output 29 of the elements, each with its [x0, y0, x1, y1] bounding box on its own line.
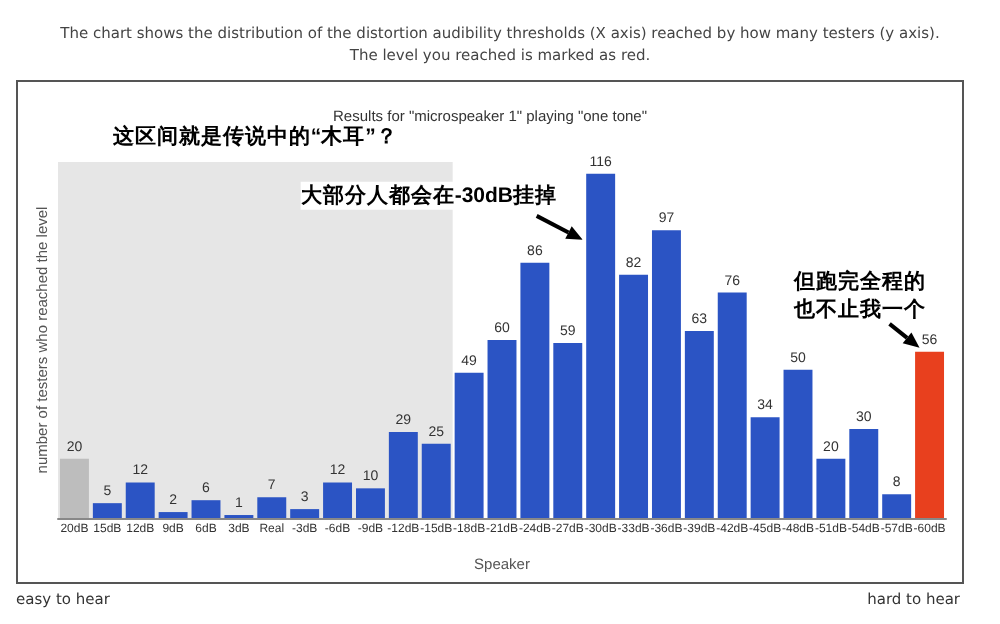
- bar: [257, 497, 287, 518]
- bar: [882, 494, 912, 518]
- bar: [750, 417, 780, 518]
- bar: [816, 458, 846, 518]
- bar: [915, 351, 945, 518]
- bar: [849, 429, 879, 518]
- bar: [125, 482, 155, 518]
- bar: [651, 230, 681, 518]
- bar: [586, 173, 616, 518]
- bar: [421, 443, 451, 518]
- bar: [388, 431, 418, 518]
- bar: [191, 500, 221, 518]
- bar: [59, 458, 89, 518]
- bar: [323, 482, 353, 518]
- bar: [553, 342, 583, 518]
- bar: [158, 512, 188, 518]
- band-label: 这区间就是传说中的“木耳”？: [110, 123, 398, 149]
- bar: [355, 488, 385, 518]
- bar: [619, 274, 649, 518]
- bar: [487, 340, 517, 518]
- bar: [454, 372, 484, 518]
- bar: [92, 503, 122, 518]
- annotation: 大部分人都会在-30dB挂掉: [300, 181, 558, 208]
- bar: [290, 509, 320, 518]
- bar: [783, 369, 813, 518]
- bar: [717, 292, 747, 518]
- bar: [520, 262, 550, 518]
- annotation: 但跑完全程的也不止我一个: [791, 267, 928, 322]
- bar: [684, 331, 714, 518]
